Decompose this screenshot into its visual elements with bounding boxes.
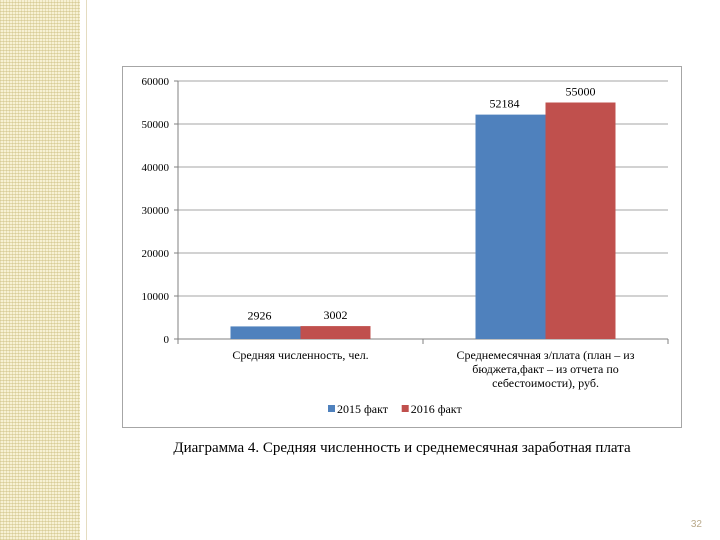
y-tick-label: 30000 (142, 205, 170, 217)
y-tick-label: 50000 (142, 119, 170, 131)
y-tick-label: 40000 (142, 162, 170, 174)
legend-swatch (328, 405, 335, 412)
decorative-side-band (0, 0, 80, 540)
y-tick-label: 0 (164, 334, 170, 346)
data-label: 2926 (248, 308, 272, 322)
bar (300, 326, 371, 339)
page-number: 32 (690, 519, 702, 530)
chart-frame: 0 10000 20000 30000 40000 50000 60000 2926 3002 С… (122, 66, 682, 428)
data-label: 52184 (490, 97, 520, 111)
bar (230, 326, 301, 339)
bar-chart: 0 10000 20000 30000 40000 50000 60000 2926 3002 С… (142, 76, 669, 416)
decorative-divider (86, 0, 87, 540)
x-tick-label: себестоимости), руб. (492, 376, 599, 390)
legend-label: 2015 факт (337, 402, 389, 416)
legend-swatch (401, 405, 409, 412)
y-tick-label: 60000 (142, 76, 170, 88)
bar (545, 102, 616, 339)
data-label: 55000 (566, 85, 596, 99)
x-tick-label: бюджета,факт – из отчета по (472, 362, 619, 376)
y-tick-label: 20000 (142, 248, 170, 260)
x-tick-label: Средняя численность, чел. (232, 348, 368, 362)
chart-caption: Диаграмма 4. Средняя численность и средн… (173, 440, 631, 456)
data-label: 3002 (324, 308, 348, 322)
y-tick-label: 10000 (142, 291, 170, 303)
legend-label: 2016 факт (411, 402, 463, 416)
x-tick-label: Среднемесячная з/плата (план – из (457, 348, 635, 362)
bar (475, 114, 546, 339)
